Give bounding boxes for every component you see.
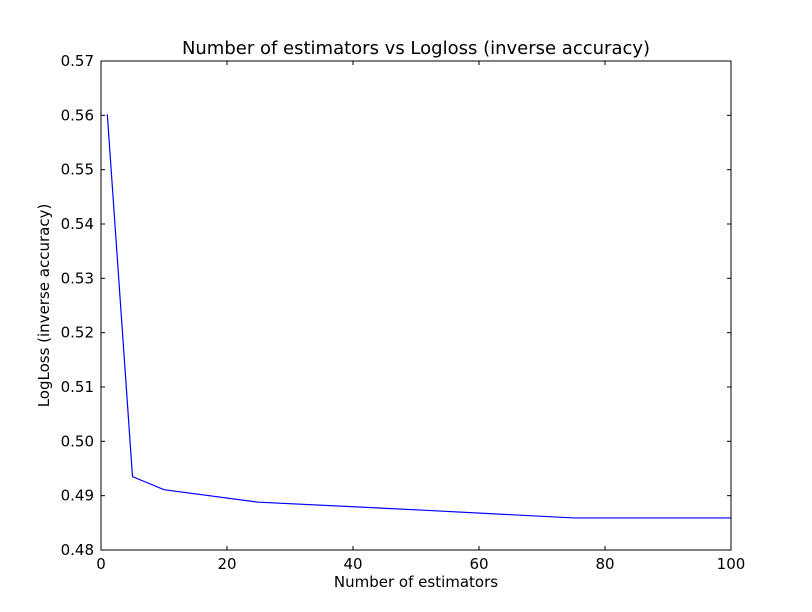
x-axis-label: Number of estimators (334, 573, 498, 591)
x-tick-label: 0 (96, 555, 106, 573)
series-layer (106, 114, 731, 519)
chart-title: Number of estimators vs Logloss (inverse… (182, 38, 650, 59)
y-tick-label: 0.53 (61, 269, 94, 287)
y-tick-label: 0.56 (61, 106, 94, 124)
y-axis: 0.48 0.49 0.50 0.51 0.52 0.53 0.54 0.55 0.56 0.57 (61, 52, 731, 559)
y-tick-label: 0.54 (61, 215, 94, 233)
y-tick-label: 0.55 (61, 161, 94, 179)
x-tick-label: 40 (343, 555, 362, 573)
plot-background (101, 61, 731, 550)
y-tick-label: 0.48 (61, 541, 94, 559)
series-line-1 (106, 114, 731, 519)
y-tick-label: 0.52 (61, 324, 94, 342)
y-tick-label: 0.57 (61, 52, 94, 70)
x-tick-label: 80 (595, 555, 614, 573)
y-tick-label: 0.51 (61, 378, 94, 396)
y-axis-label: LogLoss (inverse accuracy) (35, 204, 53, 408)
y-tick-label: 0.49 (61, 487, 94, 505)
y-tick-label: 0.50 (61, 432, 94, 450)
x-tick-label: 60 (469, 555, 488, 573)
plot-area (101, 61, 731, 550)
x-tick-label: 20 (217, 555, 236, 573)
x-tick-label: 100 (717, 555, 746, 573)
x-axis: 0 20 40 60 80 100 (96, 61, 745, 573)
plot-frame (100, 60, 732, 551)
